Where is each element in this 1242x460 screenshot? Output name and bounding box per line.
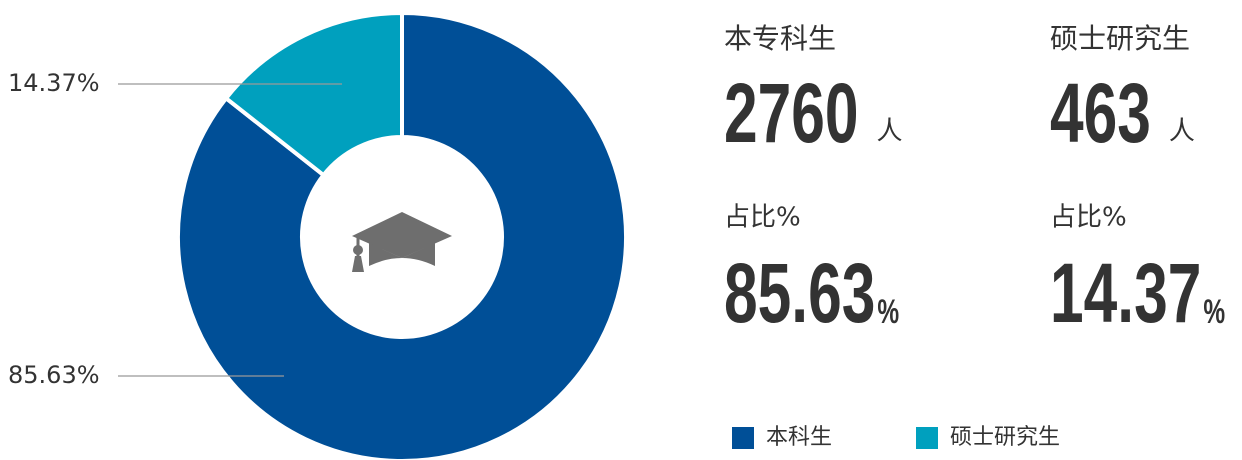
share-label: 占比% — [1050, 203, 1127, 233]
share-unit: % — [1203, 293, 1225, 331]
data-label: 14.37% — [8, 69, 100, 97]
graduation-cap-icon — [352, 212, 452, 272]
share-label: 占比% — [724, 203, 801, 233]
share-value: 14.37 — [1050, 246, 1201, 340]
donut-slice — [176, 10, 628, 460]
stat-label: 本专科生 — [724, 22, 836, 55]
share-unit: % — [877, 293, 899, 331]
legend-swatch — [916, 427, 938, 449]
stat-unit: 人 — [877, 117, 903, 147]
share-value: 85.63 — [724, 246, 875, 340]
legend-swatch — [732, 427, 754, 449]
donut-slice — [223, 10, 404, 178]
legend-label: 硕士研究生 — [950, 425, 1060, 450]
stat-unit: 人 — [1169, 117, 1195, 147]
stat-label: 硕士研究生 — [1050, 22, 1190, 55]
data-label: 85.63% — [8, 361, 100, 389]
stat-count: 2760 — [724, 66, 859, 160]
stat-count: 463 — [1050, 66, 1151, 160]
legend-label: 本科生 — [766, 425, 832, 450]
